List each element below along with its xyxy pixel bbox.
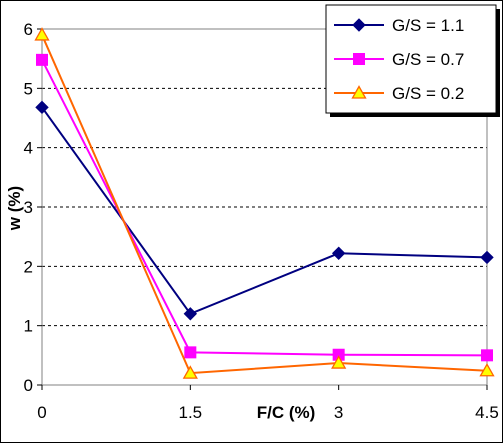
x-tick-label: 1.5 (179, 403, 203, 422)
data-point (182, 365, 198, 379)
x-axis-title: F/C (%) (257, 403, 316, 422)
x-axis: 0 1.5 3 4.5 (37, 385, 499, 422)
x-tick-label: 4.5 (475, 403, 499, 422)
legend-marker (352, 18, 366, 32)
y-tick-label: 0 (24, 376, 33, 395)
y-tick-label: 6 (24, 20, 33, 39)
y-tick-label: 1 (24, 317, 33, 336)
data-point (183, 307, 198, 321)
legend-marker (353, 53, 365, 65)
series-layer (34, 27, 495, 379)
data-point (479, 362, 495, 377)
legend-label: G/S = 0.7 (392, 50, 464, 69)
data-point (34, 27, 50, 41)
y-tick-label: 3 (24, 198, 33, 217)
y-tick-label: 5 (24, 79, 33, 98)
y-tick-label: 2 (24, 257, 33, 276)
gridlines (42, 87, 487, 327)
legend-label: G/S = 0.2 (392, 84, 464, 103)
x-tick-label: 3 (334, 403, 343, 422)
legend: G/S = 1.1 G/S = 0.7 G/S = 0.2 (325, 4, 500, 117)
series-line (41, 106, 488, 316)
y-axis-title: w (%) (5, 186, 24, 231)
data-point (36, 53, 48, 66)
data-point (184, 346, 197, 359)
y-axis: 0 1 2 3 4 5 6 (24, 20, 42, 395)
data-point (331, 355, 347, 369)
y-tick-label: 4 (24, 139, 33, 158)
data-point (481, 349, 493, 362)
data-point (331, 246, 346, 260)
data-point (35, 100, 49, 115)
x-tick-label: 0 (37, 403, 46, 422)
data-point (480, 250, 494, 265)
series-line (41, 34, 488, 375)
legend-marker (351, 85, 367, 99)
legend-label: G/S = 1.1 (392, 16, 464, 35)
